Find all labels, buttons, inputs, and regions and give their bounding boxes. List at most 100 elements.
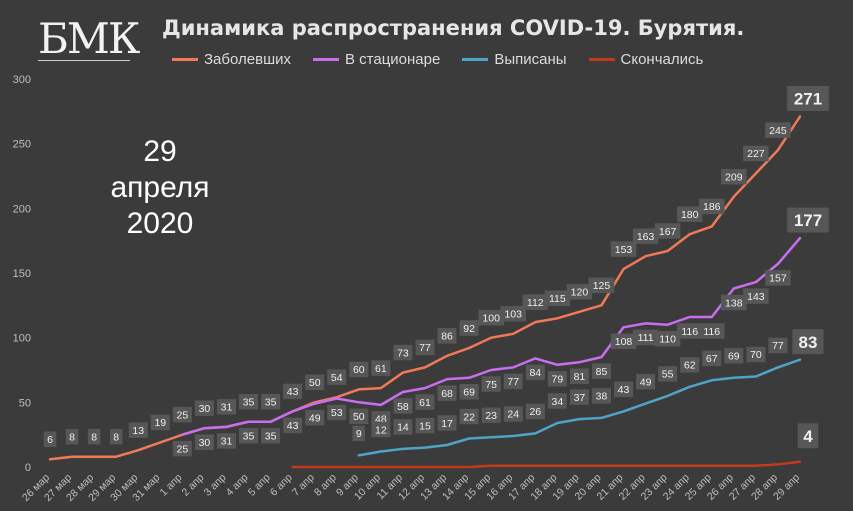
data-label: 12 bbox=[375, 424, 387, 436]
data-label-box bbox=[632, 228, 659, 244]
y-tick-label: 0 bbox=[25, 462, 31, 474]
data-label: 153 bbox=[615, 244, 633, 256]
data-label: 24 bbox=[507, 409, 519, 421]
data-label-box bbox=[522, 294, 549, 310]
data-label: 14 bbox=[397, 422, 409, 434]
data-label: 108 bbox=[615, 336, 633, 348]
data-label: 209 bbox=[725, 171, 743, 183]
data-label-box bbox=[591, 363, 611, 379]
data-label: 62 bbox=[684, 360, 696, 372]
data-label: 83 bbox=[799, 333, 818, 352]
data-label-box bbox=[305, 409, 325, 426]
data-label-box bbox=[721, 294, 747, 311]
data-label-box bbox=[437, 328, 457, 344]
data-label: 34 bbox=[552, 396, 564, 408]
data-label: 61 bbox=[419, 397, 431, 409]
x-tick-label: 3 апр bbox=[202, 472, 229, 499]
data-label-box bbox=[525, 364, 545, 381]
data-label-box bbox=[503, 406, 523, 422]
data-label-box bbox=[415, 394, 435, 410]
chart-legend: Заболевших В стационаре Выписаны Скончал… bbox=[172, 51, 703, 68]
data-label: 86 bbox=[441, 331, 453, 343]
legend-swatch-hospital bbox=[312, 58, 339, 61]
data-label-box bbox=[676, 206, 703, 222]
data-label: 245 bbox=[769, 125, 787, 137]
data-label-box bbox=[746, 346, 766, 363]
data-label-box bbox=[792, 329, 824, 355]
data-label: 43 bbox=[618, 384, 630, 396]
data-label: 103 bbox=[504, 309, 522, 321]
data-label: 43 bbox=[287, 420, 299, 432]
data-label-box bbox=[150, 414, 170, 431]
data-label: 22 bbox=[463, 411, 475, 423]
data-label-box bbox=[787, 86, 829, 112]
legend-item-discharged: Выписаны bbox=[462, 51, 567, 68]
chart-title: Динамика распространения COVID-19. Бурят… bbox=[162, 16, 745, 40]
data-label: 50 bbox=[309, 377, 321, 389]
data-label: 186 bbox=[703, 201, 721, 213]
x-tick-label: 7 апр bbox=[290, 472, 317, 499]
data-label: 227 bbox=[747, 148, 765, 160]
data-label-box bbox=[481, 376, 501, 392]
data-label-box bbox=[349, 361, 369, 378]
y-tick-label: 300 bbox=[13, 74, 31, 86]
data-label-box bbox=[680, 357, 700, 373]
data-label: 271 bbox=[794, 90, 822, 109]
data-label-box bbox=[658, 366, 678, 382]
data-label-box bbox=[194, 400, 214, 416]
date-year: 2020 bbox=[126, 207, 194, 240]
data-label-box bbox=[721, 168, 747, 185]
data-label: 60 bbox=[353, 364, 365, 376]
data-label-box bbox=[569, 389, 589, 405]
data-label-box bbox=[216, 399, 236, 415]
data-label-box bbox=[65, 428, 79, 445]
data-label-box bbox=[569, 368, 589, 384]
data-label: 50 bbox=[353, 411, 365, 423]
legend-label-hospital: В стационаре bbox=[344, 51, 441, 68]
data-label-box bbox=[459, 408, 479, 425]
data-label-box bbox=[768, 337, 788, 354]
data-label: 143 bbox=[747, 291, 765, 303]
data-label: 77 bbox=[419, 342, 431, 354]
data-label-box bbox=[500, 306, 527, 322]
data-label-box bbox=[787, 207, 829, 233]
data-label-box bbox=[393, 398, 413, 414]
data-label: 180 bbox=[681, 209, 699, 221]
data-label: 49 bbox=[640, 376, 652, 388]
series-line-0 bbox=[48, 115, 802, 461]
y-tick-label: 50 bbox=[19, 397, 31, 409]
data-label-box bbox=[172, 440, 192, 457]
data-label-box bbox=[261, 393, 281, 410]
data-label: 92 bbox=[463, 323, 475, 335]
brand-logo: БМК bbox=[34, 14, 140, 68]
data-label: 35 bbox=[243, 397, 255, 409]
data-label-box bbox=[459, 320, 479, 336]
date-annotation: 29 апреля 2020 bbox=[100, 134, 220, 242]
data-label: 43 bbox=[287, 386, 299, 398]
data-label: 31 bbox=[221, 402, 233, 414]
x-tick-label: 4 апр bbox=[224, 472, 251, 499]
data-label-box bbox=[525, 403, 545, 420]
data-label-box bbox=[437, 415, 457, 431]
data-label: 73 bbox=[397, 347, 409, 359]
x-tick-label: 1 апр bbox=[158, 472, 185, 499]
data-label: 35 bbox=[265, 431, 277, 443]
data-label: 13 bbox=[132, 425, 144, 437]
data-label-box bbox=[698, 323, 725, 339]
data-label: 70 bbox=[750, 349, 762, 361]
data-label-box bbox=[327, 369, 347, 385]
data-label-box bbox=[216, 433, 236, 449]
data-label-box bbox=[415, 417, 435, 434]
data-label-box bbox=[172, 406, 192, 423]
data-label: 167 bbox=[659, 226, 677, 238]
data-label: 81 bbox=[574, 371, 586, 383]
y-tick-label: 150 bbox=[13, 268, 31, 280]
data-label: 35 bbox=[243, 431, 255, 443]
logo-text: БМК bbox=[38, 14, 140, 63]
date-day: 29 bbox=[143, 135, 177, 168]
y-tick-label: 100 bbox=[13, 333, 31, 345]
data-label-box bbox=[239, 427, 259, 444]
data-label-box bbox=[503, 373, 523, 390]
logo-underline bbox=[38, 60, 130, 61]
